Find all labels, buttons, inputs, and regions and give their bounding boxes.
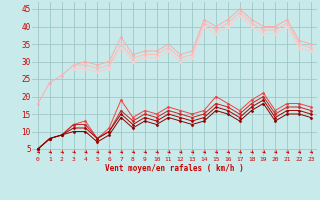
X-axis label: Vent moyen/en rafales ( km/h ): Vent moyen/en rafales ( km/h ) (105, 164, 244, 173)
